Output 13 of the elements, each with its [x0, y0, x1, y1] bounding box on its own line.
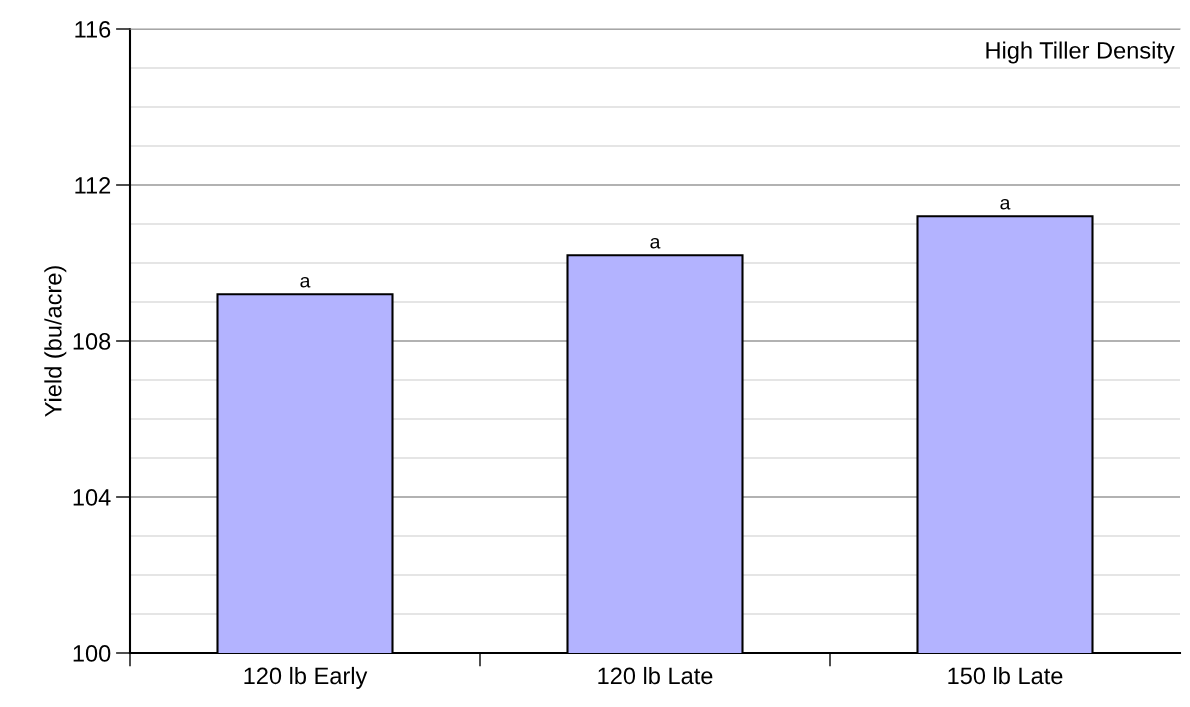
y-tick-label: 116 — [75, 21, 111, 38]
data-label: a — [1000, 198, 1011, 210]
x-tick-label: 120 lb Early — [244, 666, 368, 689]
y-tick-label: 112 — [75, 177, 111, 194]
x-tick-label: 120 lb Late — [598, 666, 713, 685]
data-label: a — [650, 237, 661, 249]
y-tick-label: 100 — [73, 645, 111, 662]
annotation: High Tiller Density — [986, 41, 1175, 64]
y-tick-label: 108 — [73, 333, 111, 350]
y-tick-label: 104 — [73, 489, 111, 506]
x-tick-label: 150 lb Late — [948, 666, 1063, 685]
y-axis-title: Yield (bu/acre) — [44, 266, 67, 417]
data-label: a — [300, 276, 311, 288]
